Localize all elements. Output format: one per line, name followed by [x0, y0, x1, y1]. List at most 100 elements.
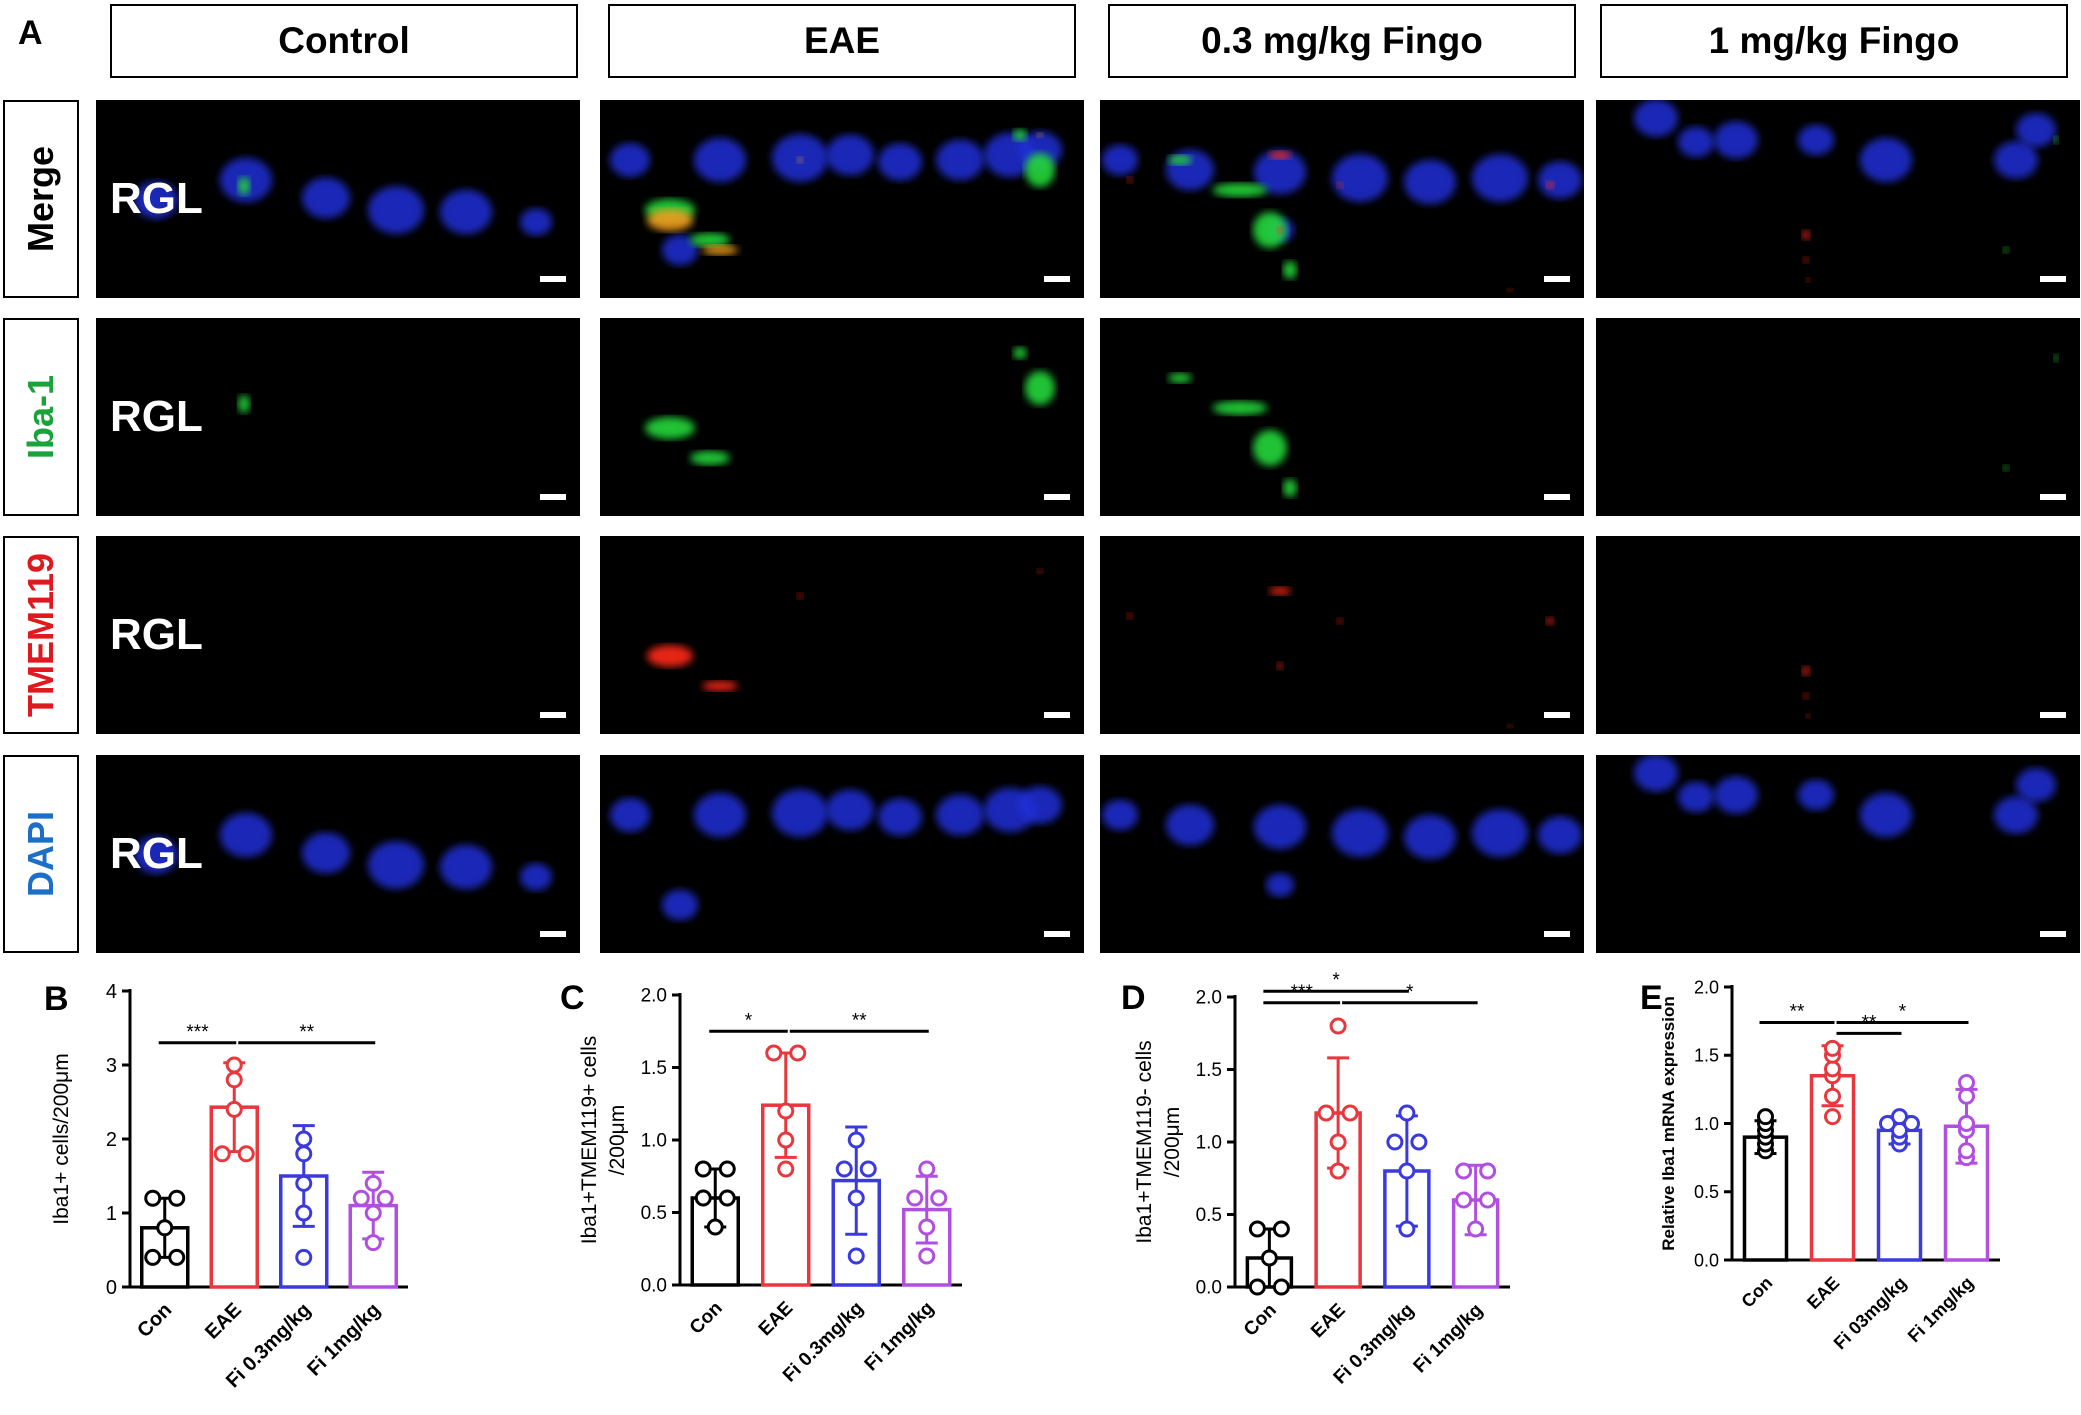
y-tick-label: 1.5: [1694, 1046, 1719, 1066]
data-point: [156, 1219, 174, 1237]
y-tick-label: 1.0: [1196, 1133, 1222, 1154]
chart-e: E 0.0 0.5 1.0 1.5 2.0 Relative Iba1 mRNA expre…: [1620, 965, 2081, 1410]
micrograph-dapi-fingo-1: [1596, 755, 2080, 953]
y-tick-label: 0.0: [1196, 1278, 1222, 1299]
chart-d-svg: D 0.0 0.5 1.0 1.5 2.0 Iba1+TMEM119- cells/200μ…: [1121, 970, 1510, 1388]
tmem119-signal: [1507, 724, 1513, 728]
x-tick-label: EAE: [201, 1299, 246, 1344]
region-label-rgl: RGL: [110, 174, 203, 223]
row-label-iba1: Iba-1: [3, 318, 79, 516]
data-point: [694, 1160, 712, 1178]
nucleus: [1102, 144, 1138, 176]
y-tick-label: 0.5: [1196, 1205, 1222, 1226]
chart-c: C 0.0 0.5 1.0 1.5 2.0 Iba1+TMEM119+ cells/200μ…: [540, 965, 1085, 1410]
scale-bar: [2040, 276, 2066, 282]
micrograph-image: [1634, 755, 2056, 838]
nucleus: [1860, 137, 1912, 183]
data-point: [1272, 1278, 1290, 1296]
data-point: [930, 1189, 948, 1207]
data-point: [295, 1248, 313, 1266]
scale-bar: [540, 276, 566, 282]
data-point: [789, 1044, 807, 1062]
data-point: [1958, 1074, 1975, 1092]
micrograph-iba1-fingo-0-3: [1100, 318, 1584, 516]
tmem119-signal: [1337, 618, 1343, 624]
nucleus: [1166, 804, 1214, 846]
y-tick-label: 0.0: [1694, 1250, 1719, 1270]
nucleus: [1266, 873, 1294, 897]
significance-marker: *: [1332, 970, 1340, 991]
microglia-signal: [1283, 479, 1297, 497]
data-point: [1329, 1017, 1347, 1035]
nucleus: [1102, 799, 1138, 831]
data-point: [859, 1160, 877, 1178]
data-point: [1317, 1104, 1335, 1122]
data-point: [144, 1189, 162, 1207]
data-point: [1958, 1142, 1975, 1160]
microglia-signal: [1253, 430, 1287, 466]
x-tick-label: Fi 1mg/kg: [861, 1298, 939, 1376]
x-tick-label: Fi 1mg/kg: [1904, 1273, 1978, 1347]
data-point: [777, 1160, 795, 1178]
significance-marker: *: [1406, 982, 1414, 1003]
micrograph-iba1-eae: [600, 318, 1084, 516]
y-tick-label: 1.0: [1694, 1114, 1719, 1134]
micrograph-merge-control: RGL: [96, 100, 580, 298]
nucleus: [1538, 161, 1582, 199]
micrograph-image: [1168, 373, 1297, 497]
scale-bar: [540, 931, 566, 937]
nucleus: [1634, 755, 1678, 792]
tmem119-signal: [1037, 568, 1043, 574]
data-point: [295, 1204, 313, 1222]
nucleus: [878, 798, 922, 836]
micrograph-dapi-fingo-0-3: [1100, 755, 1584, 953]
x-tick-label: EAE: [1307, 1300, 1349, 1342]
data-point: [237, 1145, 255, 1163]
data-point: [1958, 1115, 1975, 1132]
data-point: [1272, 1220, 1290, 1238]
data-point: [225, 1100, 243, 1118]
micrograph-tmem119-eae: [600, 536, 1084, 734]
x-tick-label: Con: [1240, 1300, 1281, 1341]
microglia-signal: [645, 417, 695, 439]
significance-marker: ***: [186, 1022, 209, 1043]
nucleus: [1798, 124, 1834, 156]
nucleus: [368, 186, 424, 234]
region-label-rgl: RGL: [110, 610, 203, 659]
nucleus: [936, 794, 984, 836]
tmem119-signal: [1127, 613, 1133, 619]
y-tick-label: 2.0: [641, 986, 667, 1007]
tmem119-signal: [1277, 226, 1283, 234]
significance-marker: **: [852, 1010, 867, 1031]
data-point: [1398, 1104, 1416, 1122]
data-point: [918, 1218, 936, 1236]
nucleus: [1472, 154, 1528, 202]
significance-marker: **: [299, 1022, 314, 1043]
micrograph-tmem119-fingo-1: [1596, 536, 2080, 734]
row-label-dapi-text: DAPI: [20, 810, 61, 898]
micrograph-merge-fingo-0-3: [1100, 100, 1584, 298]
tmem119-signal: [1127, 177, 1133, 183]
data-point: [364, 1234, 382, 1252]
tmem119-signal: [797, 157, 803, 163]
data-point: [1891, 1108, 1908, 1126]
nucleus: [826, 134, 874, 176]
tmem119-signal: [1037, 132, 1043, 138]
data-point: [1329, 1133, 1347, 1151]
data-point: [1467, 1220, 1485, 1238]
data-point: [1824, 1039, 1841, 1057]
tmem119-signal: [1269, 587, 1291, 595]
column-header-fingo-0-3: 0.3 mg/kg Fingo: [1108, 4, 1576, 78]
data-point: [765, 1044, 783, 1062]
microglia-signal: [1168, 155, 1192, 165]
nucleus: [1404, 159, 1456, 205]
data-point: [777, 1131, 795, 1149]
data-point: [1824, 1108, 1841, 1126]
y-tick-label: 1.0: [641, 1131, 667, 1152]
row-label-tmem119: TMEM119: [3, 536, 79, 734]
scale-bar: [540, 712, 566, 718]
tmem119-signal: [1805, 713, 1811, 719]
microglia-signal: [1025, 371, 1055, 405]
nucleus: [1994, 141, 2038, 179]
micrograph-iba1-fingo-1: [1596, 318, 2080, 516]
